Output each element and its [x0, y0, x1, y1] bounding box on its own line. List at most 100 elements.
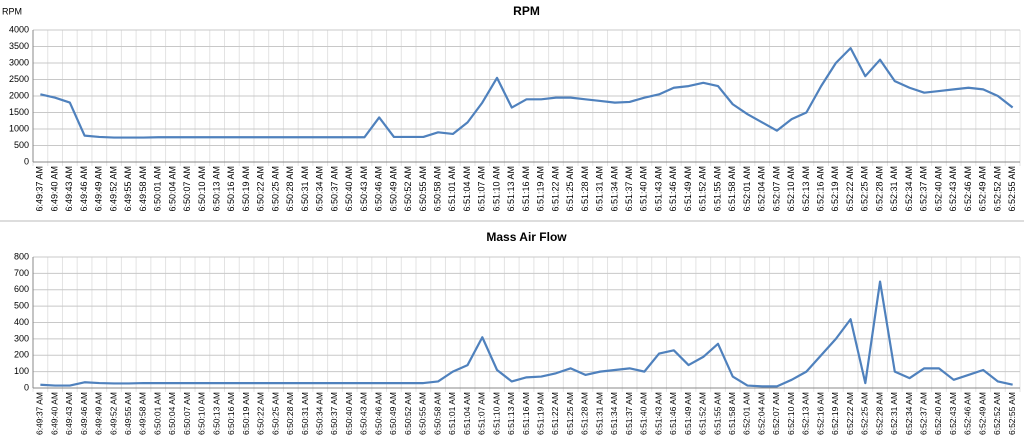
x-tick-label: 6:49:55 AM [123, 166, 133, 212]
x-tick-label: 6:51:07 AM [477, 166, 487, 212]
x-tick-label: 6:52:13 AM [801, 166, 811, 212]
x-tick-label: 6:51:01 AM [447, 392, 457, 435]
x-tick-label: 6:52:22 AM [845, 392, 855, 435]
x-tick-label: 6:50:22 AM [256, 392, 266, 435]
x-tick-label: 6:51:52 AM [698, 166, 708, 212]
y-tick-label: 2500 [9, 74, 29, 84]
x-tick-label: 6:50:04 AM [167, 166, 177, 212]
y-tick-label: 500 [14, 140, 29, 150]
x-tick-label: 6:49:43 AM [64, 166, 74, 212]
x-tick-label: 6:50:01 AM [153, 166, 163, 212]
x-tick-label: 6:50:07 AM [182, 166, 192, 212]
x-tick-label: 6:50:19 AM [241, 166, 251, 212]
x-tick-label: 6:52:10 AM [786, 166, 796, 212]
x-tick-label: 6:51:10 AM [491, 166, 501, 212]
x-tick-label: 6:51:07 AM [477, 392, 487, 435]
x-tick-label: 6:50:31 AM [300, 392, 310, 435]
x-tick-label: 6:51:10 AM [491, 392, 501, 435]
y-tick-label: 4000 [9, 24, 29, 34]
x-tick-label: 6:52:01 AM [742, 166, 752, 212]
y-tick-label: 1500 [9, 107, 29, 117]
x-tick-label: 6:50:52 AM [403, 392, 413, 435]
chart-title: Mass Air Flow [486, 230, 567, 244]
x-tick-label: 6:51:04 AM [462, 392, 472, 435]
x-tick-label: 6:52:04 AM [756, 392, 766, 435]
x-tick-label: 6:52:55 AM [1007, 392, 1017, 435]
y-tick-label: 400 [14, 317, 29, 327]
x-tick-label: 6:51:49 AM [683, 392, 693, 435]
y-tick-label: 300 [14, 333, 29, 343]
x-tick-label: 6:52:22 AM [845, 166, 855, 212]
y-tick-label: 800 [14, 251, 29, 261]
x-tick-label: 6:51:37 AM [624, 392, 634, 435]
x-tick-label: 6:51:22 AM [550, 392, 560, 435]
x-tick-label: 6:50:10 AM [197, 392, 207, 435]
data-line [40, 280, 1013, 388]
y-tick-label: 1000 [9, 123, 29, 133]
x-tick-label: 6:50:43 AM [359, 392, 369, 435]
x-tick-label: 6:50:16 AM [226, 166, 236, 212]
y-tick-label: 0 [24, 382, 29, 392]
x-tick-label: 6:50:49 AM [388, 166, 398, 212]
y-tick-label: 3000 [9, 57, 29, 67]
x-tick-label: 6:50:58 AM [432, 392, 442, 435]
x-tick-label: 6:49:37 AM [35, 392, 45, 435]
x-tick-label: 6:50:22 AM [256, 166, 266, 212]
x-tick-label: 6:52:28 AM [874, 166, 884, 212]
x-tick-label: 6:52:52 AM [992, 166, 1002, 212]
x-tick-label: 6:52:49 AM [977, 392, 987, 435]
x-tick-label: 6:51:40 AM [639, 166, 649, 212]
x-tick-label: 6:52:04 AM [757, 166, 767, 212]
x-tick-label: 6:52:19 AM [830, 166, 840, 212]
x-tick-label: 6:50:52 AM [403, 166, 413, 212]
x-tick-label: 6:49:46 AM [79, 166, 89, 212]
x-tick-label: 6:51:16 AM [521, 166, 531, 212]
x-tick-label: 6:52:34 AM [904, 392, 914, 435]
x-tick-label: 6:50:46 AM [374, 166, 384, 212]
x-tick-label: 6:51:19 AM [536, 166, 546, 212]
x-tick-label: 6:50:46 AM [373, 392, 383, 435]
x-tick-label: 6:51:19 AM [535, 392, 545, 435]
x-tick-label: 6:52:31 AM [889, 166, 899, 212]
x-tick-label: 6:50:25 AM [270, 166, 280, 212]
y-axis-title: RPM [2, 6, 22, 16]
x-tick-label: 6:50:16 AM [226, 392, 236, 435]
x-tick-label: 6:52:07 AM [771, 166, 781, 212]
x-tick-label: 6:49:40 AM [49, 392, 59, 435]
x-tick-label: 6:51:58 AM [727, 166, 737, 212]
x-tick-label: 6:50:10 AM [197, 166, 207, 212]
x-tick-label: 6:52:07 AM [771, 392, 781, 435]
y-tick-label: 700 [14, 268, 29, 278]
x-tick-label: 6:51:25 AM [565, 166, 575, 212]
x-tick-label: 6:52:46 AM [963, 166, 973, 212]
x-tick-label: 6:50:34 AM [315, 392, 325, 435]
x-tick-label: 6:50:37 AM [329, 166, 339, 212]
x-tick-label: 6:50:40 AM [344, 166, 354, 212]
chart-title: RPM [513, 4, 540, 18]
x-tick-label: 6:49:52 AM [108, 392, 118, 435]
x-tick-label: 6:52:34 AM [904, 166, 914, 212]
x-tick-label: 6:52:28 AM [874, 392, 884, 435]
x-tick-label: 6:51:28 AM [580, 392, 590, 435]
x-tick-label: 6:49:43 AM [64, 392, 74, 435]
x-tick-label: 6:52:13 AM [801, 392, 811, 435]
x-tick-label: 6:51:49 AM [683, 166, 693, 212]
x-tick-label: 6:51:55 AM [712, 392, 722, 435]
x-tick-label: 6:51:52 AM [698, 392, 708, 435]
x-tick-label: 6:52:46 AM [963, 392, 973, 435]
y-tick-label: 500 [14, 301, 29, 311]
x-tick-label: 6:51:40 AM [639, 392, 649, 435]
data-line [40, 47, 1014, 139]
x-tick-label: 6:49:58 AM [138, 392, 148, 435]
x-tick-label: 6:50:55 AM [418, 392, 428, 435]
x-tick-label: 6:50:28 AM [285, 392, 295, 435]
x-tick-label: 6:50:28 AM [285, 166, 295, 212]
x-tick-label: 6:49:58 AM [138, 166, 148, 212]
x-tick-label: 6:49:40 AM [49, 166, 59, 212]
x-tick-label: 6:51:16 AM [521, 392, 531, 435]
x-tick-label: 6:50:19 AM [241, 392, 251, 435]
x-tick-label: 6:50:37 AM [329, 392, 339, 435]
x-tick-label: 6:51:22 AM [550, 166, 560, 212]
x-tick-label: 6:51:01 AM [447, 166, 457, 212]
